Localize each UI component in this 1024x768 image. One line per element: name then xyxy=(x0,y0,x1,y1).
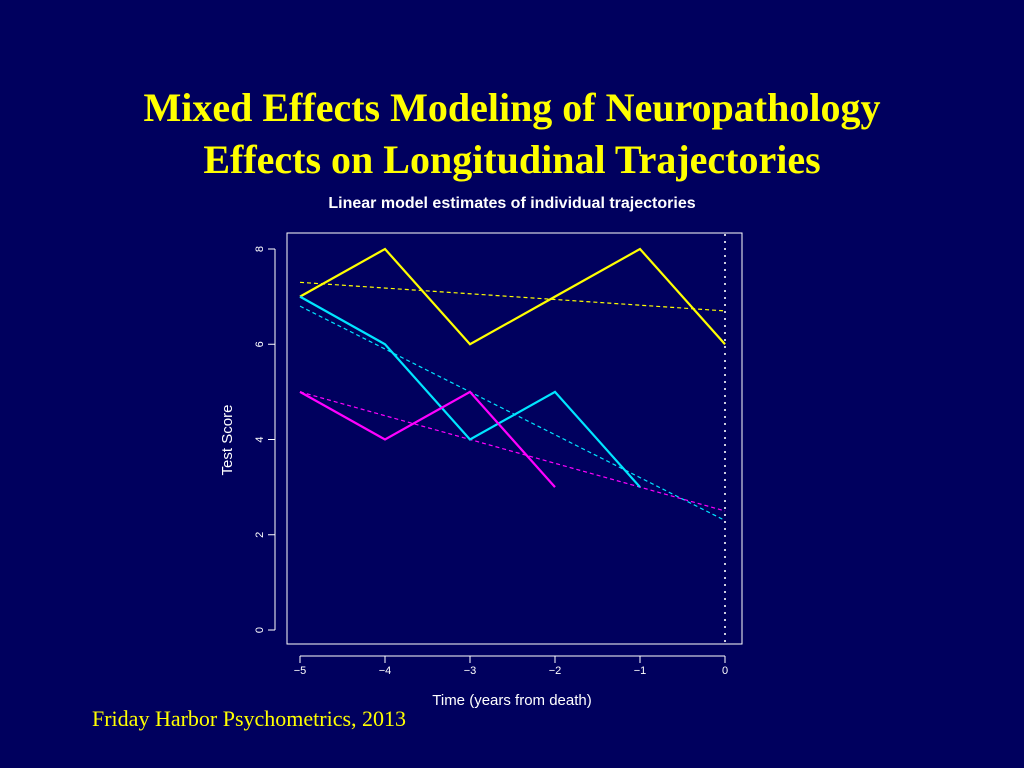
x-axis-label: Time (years from death) xyxy=(432,692,592,709)
x-axis: −5 −4 −3 −2 −1 0 xyxy=(294,655,728,677)
fit-line-series-3 xyxy=(299,391,726,512)
y-tick-label: 6 xyxy=(254,341,266,347)
chart-title: Linear model estimates of individual tra… xyxy=(328,195,695,212)
y-tick-label: 0 xyxy=(254,627,266,633)
series-layer xyxy=(299,234,726,643)
y-tick-label: 4 xyxy=(254,436,266,442)
footer-credit: Friday Harbor Psychometrics, 2013 xyxy=(92,706,407,731)
trajectory-line-series-3 xyxy=(299,390,556,488)
x-tick-label: −3 xyxy=(464,665,477,677)
slide-title-line-1: Mixed Effects Modeling of Neuropathology xyxy=(143,85,881,130)
fit-line-series-2 xyxy=(299,305,726,521)
x-tick-label: −2 xyxy=(549,665,562,677)
y-axis: 0 2 4 6 8 xyxy=(254,246,276,633)
x-tick-label: −1 xyxy=(634,665,647,677)
slide-title-line-2: Effects on Longitudinal Trajectories xyxy=(203,137,821,182)
trajectory-line-series-2 xyxy=(299,295,641,488)
y-tick-label: 2 xyxy=(254,532,266,538)
y-axis-label: Test Score xyxy=(219,405,236,476)
trajectory-line-series-1 xyxy=(299,247,726,346)
slide-title: Mixed Effects Modeling of Neuropathology… xyxy=(0,82,1024,186)
y-tick-label: 8 xyxy=(254,246,266,252)
x-tick-label: −4 xyxy=(379,665,392,677)
plot-frame xyxy=(286,232,743,645)
x-tick-label: −5 xyxy=(294,665,307,677)
fit-line-series-1 xyxy=(299,281,726,312)
x-tick-label: 0 xyxy=(722,665,728,677)
